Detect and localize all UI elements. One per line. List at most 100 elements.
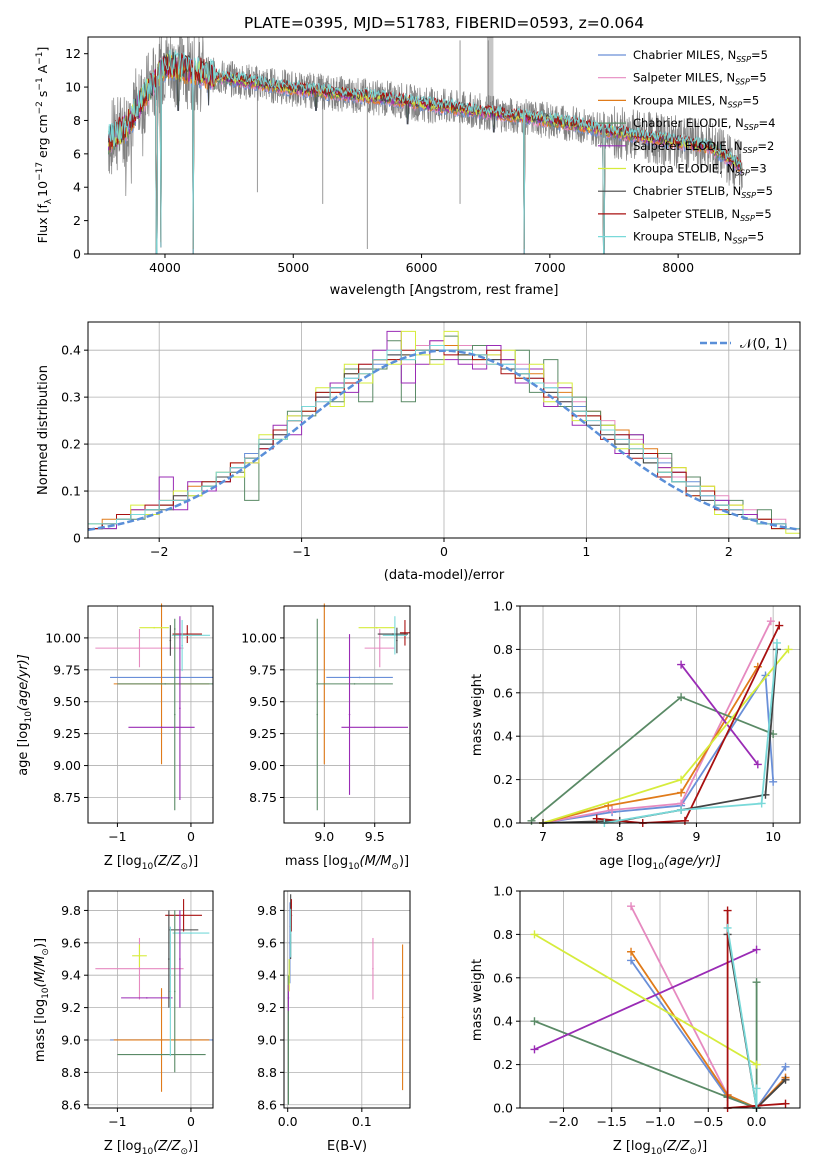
point-marker	[164, 683, 167, 685]
x-tick-label: 9	[692, 829, 700, 844]
y-tick-label: 9.50	[53, 694, 81, 709]
y-tick-label: 0	[73, 247, 81, 262]
y-tick-label: 2	[73, 213, 81, 228]
z-mass-grid	[88, 891, 213, 1108]
weight-age-ylabel: mass weight	[470, 674, 485, 756]
point-marker	[153, 626, 155, 629]
z-mass-plot-area	[95, 899, 213, 1092]
spectrum-ylabel: Flux [fλ10−17 erg cm−2 s−1 A−1]	[35, 47, 54, 244]
y-tick-label: 0.2	[493, 772, 513, 787]
y-tick-label: 0.4	[493, 729, 513, 744]
y-tick-label: 0.8	[493, 927, 513, 942]
x-tick-label: 8000	[662, 260, 694, 275]
spectrum-ticks: 4000 5000 6000 7000 8000 0 2 4 6 8 10 12	[65, 46, 694, 275]
x-tick-label: 5000	[277, 260, 309, 275]
legend-label-chabrier_elodie: Chabrier ELODIE, NSSP=4	[633, 116, 775, 132]
y-tick-label: 9.2	[257, 1000, 277, 1015]
z-mass-panel: −1 0 8.6 8.8 9.0 9.2 9.4 9.6 9.8 Z [log10(Z/Z⊙)]…	[33, 890, 214, 1157]
z-age-xlabel: Z [log10(Z/Z⊙)]	[104, 854, 198, 872]
y-tick-label: 0	[73, 531, 81, 546]
plus-marker-salpeter_stelib	[592, 814, 601, 823]
plus-marker-salpeter_elodie	[677, 660, 686, 669]
point-marker	[160, 1053, 163, 1056]
y-tick-label: 9.75	[249, 662, 277, 677]
plus-marker-kroupa_elodie	[784, 645, 793, 654]
normal-legend-label: 𝒩(0, 1)	[740, 337, 787, 352]
z-mass-ticks: −1 0 8.6 8.8 9.0 9.2 9.4 9.6 9.8	[61, 903, 195, 1129]
legend-label-chabrier_miles: Chabrier MILES, NSSP=5	[633, 48, 768, 64]
x-tick-label: −1.5	[597, 1114, 627, 1129]
plus-marker-chabrier_miles	[781, 1062, 790, 1071]
point-marker	[288, 974, 290, 977]
x-tick-label: 0	[187, 829, 195, 844]
point-marker	[396, 639, 398, 642]
point-marker	[168, 958, 170, 960]
plus-marker-salpeter_stelib	[723, 906, 732, 915]
y-tick-label: 9.0	[61, 1032, 81, 1047]
legend-label-chabrier_stelib: Chabrier STELIB, NSSP=5	[633, 184, 773, 200]
plus-marker-kroupa_miles	[677, 788, 686, 797]
plus-marker-salpeter_elodie	[753, 760, 762, 769]
mass-age-panel: 9.0 9.5 8.75 9.00 9.25 9.50 9.75 10.00 mass [lo…	[241, 603, 411, 872]
plus-marker-chabrier_elodie	[677, 693, 686, 702]
ebv-mass-axes-frame	[283, 890, 411, 1109]
y-tick-label: 8.75	[53, 790, 81, 805]
y-tick-label: 12	[65, 46, 81, 61]
weight-age-axes-frame	[519, 605, 801, 824]
legend-label-kroupa_stelib: Kroupa STELIB, NSSP=5	[633, 230, 764, 246]
model-spectrum-kroupa_stelib	[108, 49, 743, 255]
spectrum-plot-area	[108, 36, 743, 255]
plus-marker-kroupa_elodie	[752, 1060, 761, 1069]
x-tick-label: 0	[440, 544, 448, 559]
point-marker	[401, 1016, 404, 1019]
plus-marker-salpeter_stelib	[781, 1099, 790, 1108]
y-tick-label: 9.25	[249, 726, 277, 741]
plus-marker-salpeter_elodie	[530, 1045, 539, 1054]
histogram-plot-area	[87, 330, 801, 534]
y-tick-label: 1.0	[493, 884, 513, 899]
plus-marker-chabrier_elodie	[752, 978, 761, 987]
y-tick-label: 8.75	[249, 790, 277, 805]
series-line-salpeter_miles	[542, 620, 772, 824]
spectrum-legend: Chabrier MILES, NSSP=5 Salpeter MILES, NS…	[598, 48, 775, 246]
legend-label-kroupa_elodie: Kroupa ELODIE, NSSP=3	[633, 162, 767, 178]
point-marker	[138, 967, 141, 970]
point-marker	[179, 958, 181, 960]
x-tick-label: −1	[292, 544, 310, 559]
point-marker	[169, 639, 172, 642]
point-marker	[160, 1039, 163, 1041]
legend-label-kroupa_miles: Kroupa MILES, NSSP=5	[633, 93, 759, 109]
y-tick-label: 9.50	[249, 694, 277, 709]
point-marker	[190, 634, 192, 637]
y-tick-label: 0.0	[493, 816, 513, 831]
x-tick-label: 9.0	[314, 829, 334, 844]
x-tick-label: −2	[150, 544, 168, 559]
y-tick-label: 8.8	[61, 1065, 81, 1080]
y-tick-label: 9.4	[257, 968, 277, 983]
z-mass-axes-frame	[87, 890, 214, 1109]
point-marker	[287, 1039, 290, 1041]
y-tick-label: 8	[73, 113, 81, 128]
point-marker	[173, 990, 176, 993]
x-tick-label: 7	[539, 829, 547, 844]
point-marker	[358, 676, 361, 679]
point-marker	[190, 932, 192, 934]
y-tick-label: 9.00	[53, 758, 81, 773]
y-tick-label: 10	[65, 80, 81, 95]
x-tick-label: 7000	[534, 260, 566, 275]
spectrum-xlabel: wavelength [Angstrom, rest frame]	[330, 283, 559, 298]
point-marker	[179, 707, 181, 709]
y-tick-label: 10.00	[45, 630, 81, 645]
x-tick-label: 0.1	[352, 1114, 372, 1129]
legend-label-salpeter_stelib: Salpeter STELIB, NSSP=5	[633, 207, 772, 223]
x-tick-label: 0	[187, 1114, 195, 1129]
legend-label-salpeter_elodie: Salpeter ELODIE, NSSP=2	[633, 139, 774, 155]
y-tick-label: 0.2	[493, 1057, 513, 1072]
y-tick-label: 0.8	[493, 642, 513, 657]
weight-z-xlabel: Z [log10(Z/Z⊙)]	[613, 1139, 707, 1157]
y-tick-label: 0.0	[493, 1101, 513, 1116]
plus-marker-chabrier_miles	[769, 777, 778, 786]
y-tick-label: 9.6	[61, 935, 81, 950]
plus-marker-salpeter_miles	[627, 902, 636, 911]
y-tick-label: 9.8	[257, 903, 277, 918]
